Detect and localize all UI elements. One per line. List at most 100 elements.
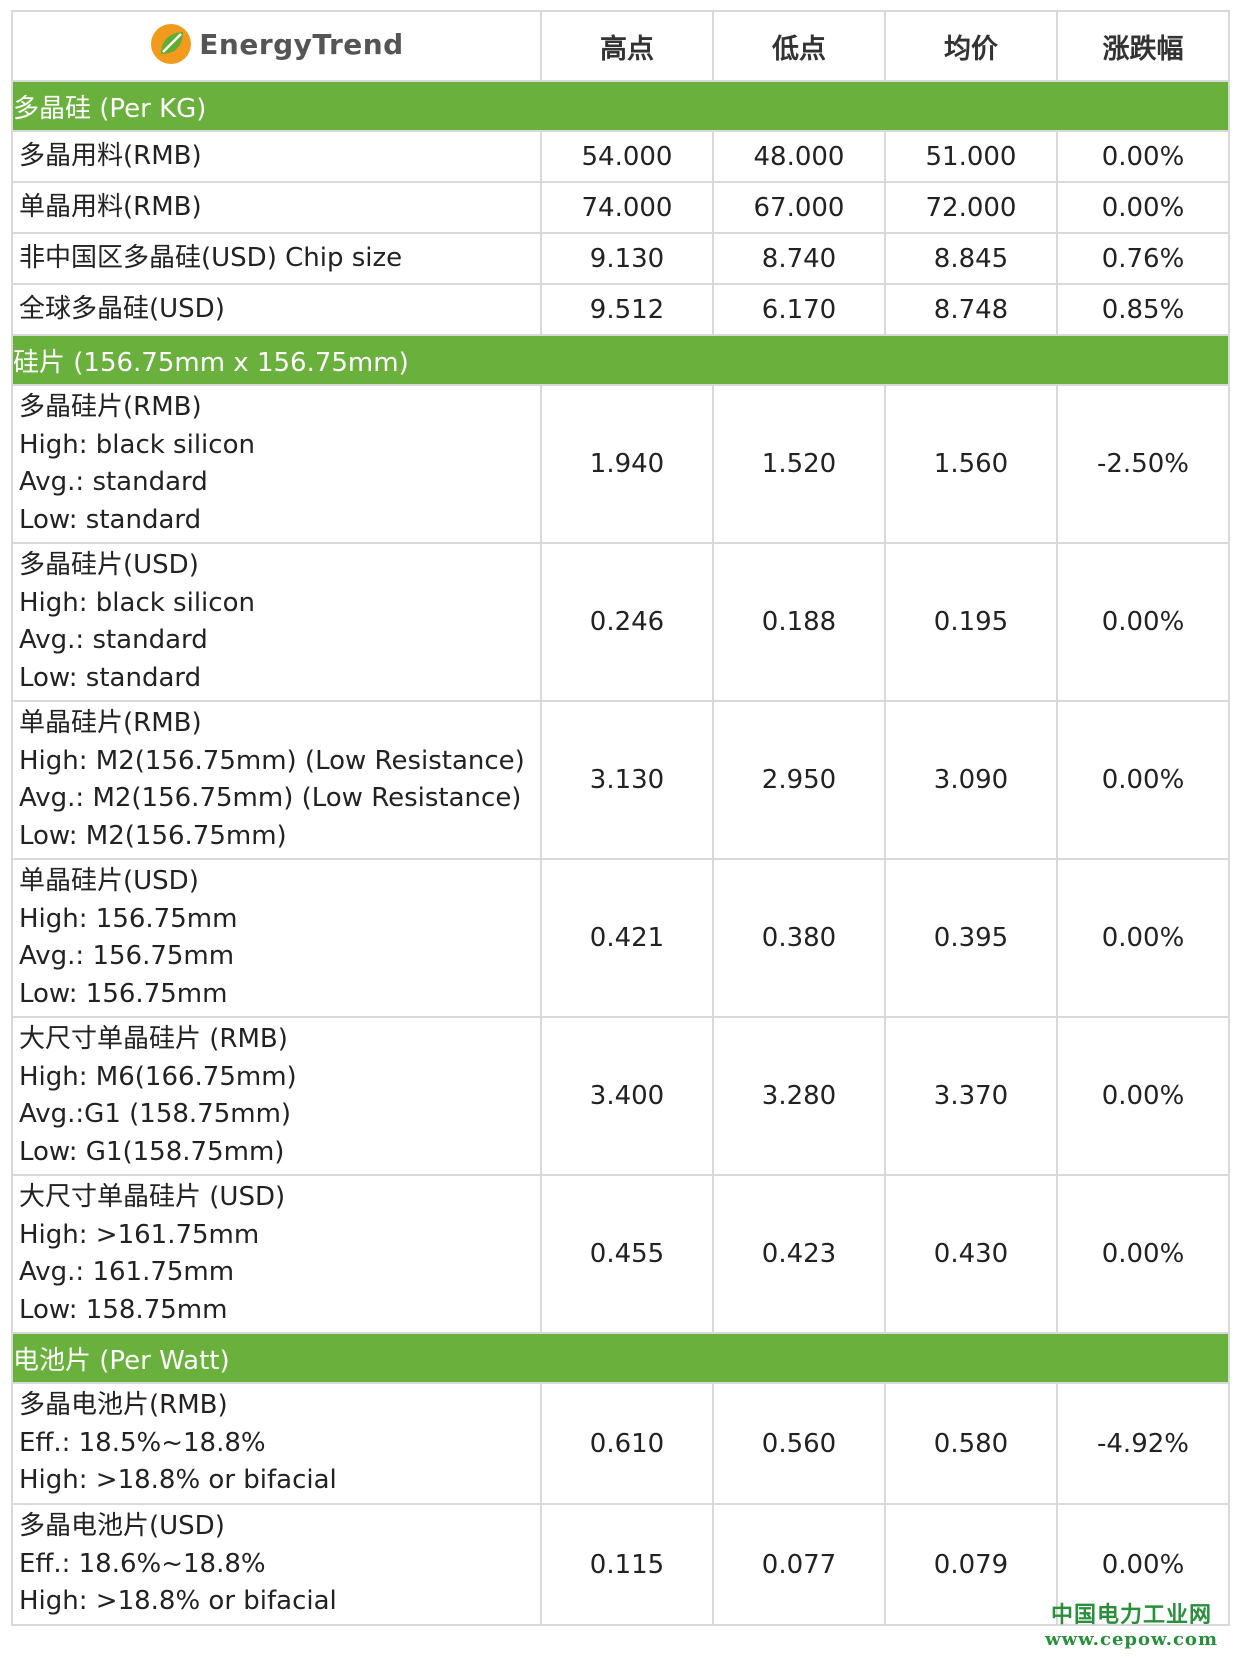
product-spec-line: Avg.:G1 (158.75mm) <box>19 1099 292 1129</box>
watermark-url: www.cepow.com <box>1045 1629 1218 1650</box>
table-row: 多晶用料(RMB) 54.000 48.000 51.000 0.00% <box>11 130 1230 183</box>
product-spec-line: Low: G1(158.75mm) <box>19 1136 285 1167</box>
product-name-cell: 多晶硅片(USD) High: black silicon Avg.: standa… <box>11 542 542 702</box>
product-name: 单晶硅片(RMB) <box>19 708 202 738</box>
table-row: 大尺寸单晶硅片 (USD) High: >161.75mm Avg.: 161.75… <box>11 1174 1230 1334</box>
price-high-cell: 0.421 <box>540 858 714 1018</box>
price-low-cell: 0.560 <box>712 1382 886 1505</box>
price-average-cell: 0.580 <box>884 1382 1058 1505</box>
price-high-cell: 0.455 <box>540 1174 714 1334</box>
product-name-cell: 非中国区多晶硅(USD) Chip size <box>11 232 542 285</box>
product-name-cell: 单晶硅片(RMB) High: M2(156.75mm) (Low Resista… <box>11 700 542 860</box>
product-spec-line: Low: standard <box>19 504 202 535</box>
price-average-cell: 0.195 <box>884 542 1058 702</box>
table-row: 多晶电池片(RMB) Eff.: 18.5%~18.8% High: >18.8% … <box>11 1382 1230 1505</box>
price-high-cell: 3.400 <box>540 1016 714 1176</box>
price-average-cell: 51.000 <box>884 130 1058 183</box>
product-spec-line: High: black silicon <box>19 429 255 460</box>
price-low-cell: 0.380 <box>712 858 886 1018</box>
price-average-cell: 72.000 <box>884 181 1058 234</box>
price-average-cell: 8.845 <box>884 232 1058 285</box>
product-name: 全球多晶硅(USD) <box>19 293 225 324</box>
column-header-change: 涨跌幅 <box>1056 10 1230 82</box>
price-change-cell: 0.00% <box>1056 858 1230 1018</box>
product-spec-line: High: M2(156.75mm) (Low Resistance) <box>19 745 525 776</box>
price-average-cell: 3.090 <box>884 700 1058 860</box>
price-low-cell: 0.423 <box>712 1174 886 1334</box>
table-row: 多晶电池片(USD) Eff.: 18.6%~18.8% High: >18.8% … <box>11 1503 1230 1626</box>
price-low-cell: 2.950 <box>712 700 886 860</box>
table-row: 单晶硅片(USD) High: 156.75mm Avg.: 156.75mm Low… <box>11 858 1230 1018</box>
product-name-cell: 大尺寸单晶硅片 (RMB) High: M6(166.75mm) Avg.:G1 (… <box>11 1016 542 1176</box>
product-name-cell: 多晶硅片(RMB) High: black silicon Avg.: standa… <box>11 384 542 544</box>
price-table: EnergyTrend 高点 低点 均价 涨跌幅 多晶硅 (Per KG) 多晶用… <box>11 10 1230 1626</box>
product-spec-line: Avg.: standard <box>19 467 208 497</box>
price-change-cell: 0.85% <box>1056 283 1230 336</box>
product-spec-line: Avg.: 161.75mm <box>19 1257 235 1287</box>
table-row: 多晶硅片(RMB) High: black silicon Avg.: standa… <box>11 384 1230 544</box>
section-title: 电池片 (Per Watt) <box>11 1332 1230 1384</box>
price-high-cell: 9.130 <box>540 232 714 285</box>
price-high-cell: 54.000 <box>540 130 714 183</box>
product-spec-line: High: >161.75mm <box>19 1219 260 1250</box>
product-name: 多晶用料(RMB) <box>19 140 202 171</box>
product-name: 多晶电池片(USD) <box>19 1511 225 1542</box>
product-name: 大尺寸单晶硅片 (USD) <box>19 1182 286 1212</box>
product-name-cell: 多晶电池片(USD) Eff.: 18.6%~18.8% High: >18.8% … <box>11 1503 542 1626</box>
watermark-site-name: 中国电力工业网 <box>1051 1603 1213 1628</box>
price-change-cell: 0.00% <box>1056 130 1230 183</box>
product-spec-line: High: 156.75mm <box>19 903 238 934</box>
table-row: 单晶硅片(RMB) High: M2(156.75mm) (Low Resista… <box>11 700 1230 860</box>
price-average-cell: 3.370 <box>884 1016 1058 1176</box>
price-change-cell: 0.00% <box>1056 542 1230 702</box>
leaf-logo-icon <box>151 24 192 64</box>
price-change-cell: -4.92% <box>1056 1382 1230 1505</box>
price-high-cell: 1.940 <box>540 384 714 544</box>
energytrend-logo: EnergyTrend <box>149 22 403 66</box>
product-name: 大尺寸单晶硅片 (RMB) <box>19 1024 288 1054</box>
price-high-cell: 9.512 <box>540 283 714 336</box>
product-spec-line: Avg.: M2(156.75mm) (Low Resistance) <box>19 783 522 813</box>
product-spec-line: Low: 156.75mm <box>19 978 228 1009</box>
price-low-cell: 0.188 <box>712 542 886 702</box>
header-row: EnergyTrend 高点 低点 均价 涨跌幅 <box>11 10 1230 82</box>
price-change-cell: 0.00% <box>1056 700 1230 860</box>
product-spec-line: High: black silicon <box>19 587 255 618</box>
table-row: 非中国区多晶硅(USD) Chip size 9.130 8.740 8.845 0.7… <box>11 232 1230 285</box>
price-low-cell: 8.740 <box>712 232 886 285</box>
product-spec-line: Avg.: standard <box>19 625 208 655</box>
product-spec-line: Avg.: 156.75mm <box>19 941 235 971</box>
product-spec-line: High: >18.8% or bifacial <box>19 1586 337 1617</box>
price-low-cell: 48.000 <box>712 130 886 183</box>
product-name: 多晶电池片(RMB) <box>19 1390 228 1421</box>
product-spec-line: Eff.: 18.5%~18.8% <box>19 1427 266 1458</box>
column-header-average: 均价 <box>884 10 1058 82</box>
price-low-cell: 6.170 <box>712 283 886 336</box>
price-low-cell: 1.520 <box>712 384 886 544</box>
section-header-row: 多晶硅 (Per KG) <box>11 80 1230 132</box>
price-change-cell: 0.00% <box>1056 1016 1230 1176</box>
price-average-cell: 0.079 <box>884 1503 1058 1626</box>
price-change-cell: 0.00% <box>1056 1174 1230 1334</box>
section-header-row: 电池片 (Per Watt) <box>11 1332 1230 1384</box>
product-name-cell: 单晶硅片(USD) High: 156.75mm Avg.: 156.75mm Low… <box>11 858 542 1018</box>
logo-cell: EnergyTrend <box>11 10 542 82</box>
watermark: 中国电力工业网 www.cepow.com <box>1045 1597 1218 1650</box>
product-spec-line: Eff.: 18.6%~18.8% <box>19 1548 266 1579</box>
table-body: EnergyTrend 高点 低点 均价 涨跌幅 多晶硅 (Per KG) 多晶用… <box>11 10 1230 1626</box>
price-average-cell: 0.395 <box>884 858 1058 1018</box>
price-low-cell: 0.077 <box>712 1503 886 1626</box>
table-row: 全球多晶硅(USD) 9.512 6.170 8.748 0.85% <box>11 283 1230 336</box>
logo-text: EnergyTrend <box>199 27 404 61</box>
price-change-cell: -2.50% <box>1056 384 1230 544</box>
column-header-high: 高点 <box>540 10 714 82</box>
product-name: 非中国区多晶硅(USD) Chip size <box>19 242 403 273</box>
section-title: 多晶硅 (Per KG) <box>11 80 1230 132</box>
product-name: 单晶硅片(USD) <box>19 866 199 896</box>
price-low-cell: 3.280 <box>712 1016 886 1176</box>
section-header-row: 硅片 (156.75mm x 156.75mm) <box>11 334 1230 386</box>
price-high-cell: 0.115 <box>540 1503 714 1626</box>
product-name: 多晶硅片(USD) <box>19 550 199 580</box>
table-row: 大尺寸单晶硅片 (RMB) High: M6(166.75mm) Avg.:G1 (… <box>11 1016 1230 1176</box>
price-change-cell: 0.76% <box>1056 232 1230 285</box>
